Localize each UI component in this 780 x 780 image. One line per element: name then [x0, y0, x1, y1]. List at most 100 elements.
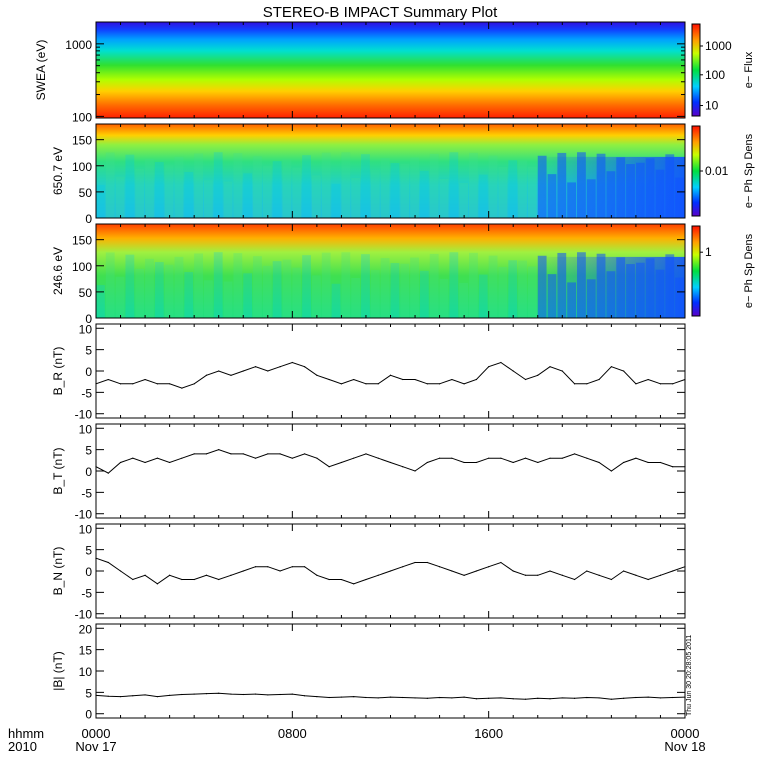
data-point	[169, 461, 171, 464]
data-point	[561, 574, 563, 576]
heatmap-streak	[96, 185, 105, 218]
data-point	[586, 570, 588, 572]
panel-bn: -10 -5 0 5 10 B_N (nT)	[51, 522, 686, 622]
heatmap-streak	[439, 278, 449, 318]
data-point	[230, 574, 232, 576]
heatmap-streak	[400, 263, 410, 318]
y-tick-label: 10	[79, 322, 93, 336]
y-tick-label: 100	[72, 260, 92, 274]
data-point	[500, 457, 502, 459]
data-point	[205, 693, 208, 695]
data-point	[304, 366, 306, 368]
data-point	[181, 693, 183, 696]
heatmap-streak	[282, 159, 292, 218]
data-point	[389, 696, 392, 698]
data-point	[242, 570, 244, 572]
heatmap-streak	[439, 178, 449, 218]
heatmap-streak	[351, 277, 361, 318]
data-point	[598, 378, 600, 381]
data-point	[279, 366, 281, 368]
y-tick-label: 150	[72, 134, 92, 148]
data-point	[267, 370, 269, 372]
x-tick-label: 0800	[278, 726, 307, 741]
data-point	[500, 361, 502, 364]
data-point	[193, 453, 195, 455]
data-point	[426, 561, 428, 564]
data-point	[144, 378, 146, 381]
data-point	[304, 695, 306, 697]
data-point	[684, 696, 686, 698]
colorbar-tick-label: 10	[705, 99, 719, 113]
data-point	[156, 583, 158, 585]
y-tick-label: 10	[79, 522, 93, 536]
data-point	[598, 574, 600, 576]
y-tick-label: -10	[75, 408, 93, 422]
data-point	[328, 578, 330, 581]
heatmap-streak	[459, 282, 469, 318]
data-point	[193, 383, 195, 385]
heatmap-streak	[370, 170, 380, 218]
panel-pad650: 0 50 100 150 650.7 eV 0.01 e− Ph Sp Dens	[51, 123, 755, 226]
data-point	[230, 453, 232, 455]
heatmap-streak	[253, 256, 262, 318]
heatmap-streak	[321, 152, 331, 218]
data-point	[205, 453, 208, 455]
data-point	[512, 370, 514, 372]
data-point	[205, 374, 208, 376]
heatmap-streak	[203, 180, 213, 218]
data-point	[254, 566, 257, 568]
heatmap-streak	[361, 154, 370, 218]
data-point	[254, 693, 257, 695]
data-point	[365, 696, 367, 699]
data-point	[402, 566, 404, 568]
y-tick-label: 5	[85, 544, 92, 558]
data-point	[500, 561, 502, 564]
heatmap-streak	[302, 155, 311, 218]
data-point	[524, 378, 527, 381]
data-point	[377, 457, 379, 459]
heatmap-streak	[154, 262, 164, 318]
heatmap-streak	[125, 154, 135, 218]
y-tick-label: 0	[85, 708, 92, 722]
data-point	[267, 566, 269, 568]
data-point	[291, 693, 293, 695]
data-point	[291, 361, 293, 364]
heatmap-streak	[518, 160, 527, 218]
y-tick-label: -5	[81, 386, 92, 400]
data-point	[95, 694, 97, 696]
data-point	[169, 383, 171, 385]
y-tick-label: 20	[79, 622, 93, 636]
data-point	[156, 383, 158, 385]
heatmap-streak	[164, 164, 174, 218]
data-point	[119, 383, 122, 385]
y-tick-label: 5	[85, 686, 92, 700]
heatmap-streak	[508, 160, 518, 218]
data-point	[95, 466, 97, 468]
heatmap-streak	[390, 263, 400, 318]
data-point	[549, 570, 551, 572]
data-point	[598, 697, 600, 699]
panel-swea: 100 1000 SWEA (eV) 1000 100 10 e− Flux	[34, 21, 755, 124]
data-point	[610, 578, 612, 581]
heatmap-streak	[331, 283, 341, 318]
data-point	[169, 574, 171, 576]
data-point	[635, 574, 637, 576]
data-point	[181, 457, 183, 459]
data-point	[230, 374, 232, 376]
data-point	[573, 453, 576, 455]
y-tick-label: 10	[79, 665, 93, 679]
data-point	[438, 457, 441, 459]
data-point	[647, 696, 649, 698]
heatmap-streak	[419, 170, 429, 218]
panel-pad246: 0 50 100 150 246.6 eV 1 e− Ph Sp Dens	[51, 223, 755, 326]
data-point	[635, 696, 637, 699]
data-point	[132, 578, 134, 581]
data-point	[169, 694, 171, 696]
data-point	[414, 561, 416, 564]
heatmap-streak	[311, 275, 321, 318]
data-point	[635, 457, 637, 459]
y-tick-label: -10	[75, 508, 93, 522]
x-tick-label: 0000	[82, 726, 111, 741]
